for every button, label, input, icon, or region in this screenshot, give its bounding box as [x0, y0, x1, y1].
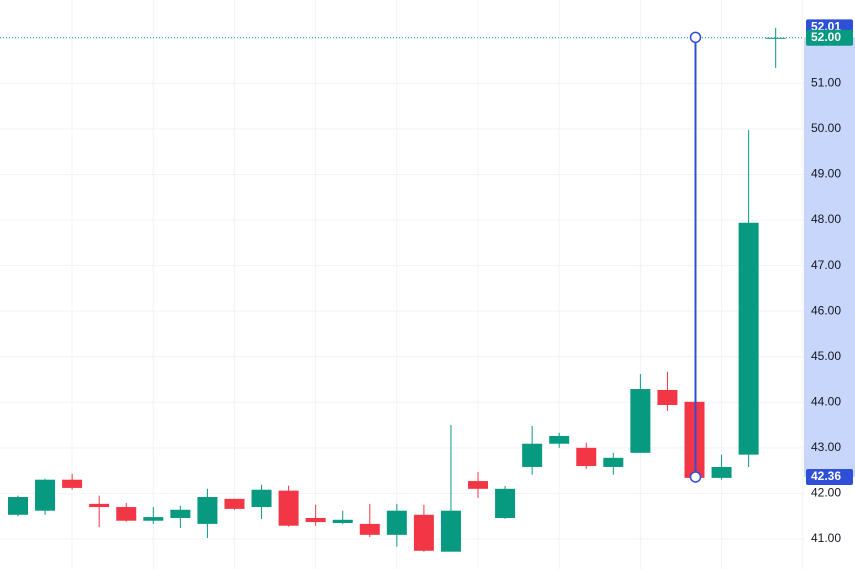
candle-body — [116, 507, 137, 521]
candle-body — [386, 510, 407, 535]
candle-body — [468, 481, 489, 489]
candle-body — [197, 497, 218, 524]
y-tick-label: 44.00 — [811, 394, 841, 408]
measure-handle — [689, 31, 702, 44]
candle-body — [630, 389, 651, 453]
y-tick-label: 41.00 — [811, 531, 841, 545]
candle-body — [89, 503, 110, 508]
y-tick-label: 43.00 — [811, 440, 841, 454]
candle-body — [278, 490, 299, 526]
y-tick-label: 45.00 — [811, 349, 841, 363]
candle-body — [440, 510, 461, 552]
candle-body — [657, 389, 678, 405]
candle-body — [8, 497, 28, 515]
y-tick-label: 49.00 — [811, 167, 841, 181]
measure-handle — [689, 471, 702, 483]
candle-body — [522, 443, 543, 467]
candle-body — [305, 517, 326, 523]
candle-body — [711, 466, 732, 478]
candle-body — [332, 519, 353, 523]
candle-body — [603, 457, 624, 467]
y-tick-label: 48.00 — [811, 212, 841, 226]
y-tick-label: 42.00 — [811, 486, 841, 500]
candle-body — [143, 517, 164, 521]
y-tick-label: 47.00 — [811, 258, 841, 272]
y-tick-label: 51.00 — [811, 76, 841, 90]
candle-body — [549, 435, 570, 444]
last-price-label-box — [806, 29, 853, 46]
candle-body — [224, 498, 245, 509]
candle-body — [765, 37, 786, 39]
last-price-label: 52.00 — [811, 30, 841, 44]
axis-range-highlight — [804, 37, 855, 477]
measure-from-label: 42.36 — [811, 469, 841, 483]
candle-body — [495, 488, 516, 518]
y-tick-label: 46.00 — [811, 303, 841, 317]
candle-body — [359, 523, 380, 535]
candle-body — [62, 479, 83, 488]
y-tick-label: 50.00 — [811, 121, 841, 135]
candle-body — [170, 509, 191, 518]
candle-body — [251, 489, 272, 508]
candle-body — [576, 447, 597, 467]
candle-body — [35, 479, 56, 511]
measure-from-label-box — [806, 468, 853, 485]
candle-body — [738, 222, 759, 455]
candle-body — [413, 514, 434, 551]
